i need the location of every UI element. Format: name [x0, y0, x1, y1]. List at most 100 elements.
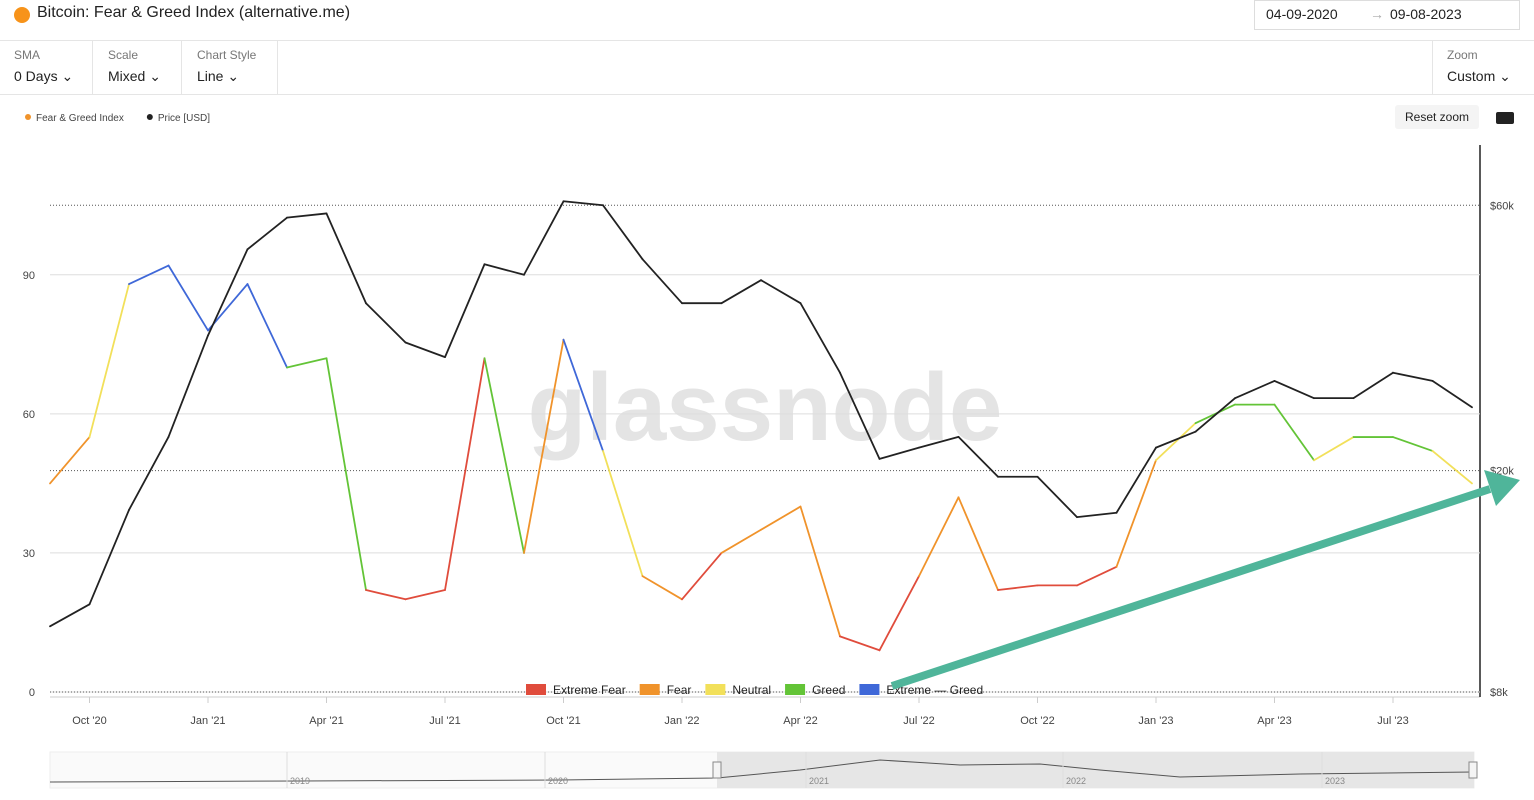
zone-label: Greed — [812, 683, 845, 697]
control-value[interactable]: Custom ⌄ — [1447, 68, 1511, 84]
control[interactable]: Scale Mixed ⌄ — [94, 40, 182, 94]
date-range[interactable]: 04-09-2020 → 09-08-2023 — [1254, 0, 1520, 30]
series-segment — [760, 279, 802, 305]
series-segment — [286, 357, 328, 369]
series-segment — [878, 575, 920, 652]
series-segment — [1273, 379, 1315, 400]
navigator-year: 2019 — [290, 776, 310, 786]
series-segment — [1076, 511, 1118, 519]
x-tick-label: Jan '21 — [190, 715, 225, 727]
x-tick-label: Jan '23 — [1138, 715, 1173, 727]
annotation-arrowhead — [1484, 470, 1520, 506]
legend-dot — [25, 114, 31, 120]
x-tick-label: Jul '22 — [903, 715, 934, 727]
series-segment — [523, 200, 565, 276]
y-tick-label: 60 — [23, 409, 35, 421]
control[interactable]: Chart Style Line ⌄ — [183, 40, 278, 94]
series-segment — [720, 528, 762, 554]
series-segment — [404, 589, 446, 601]
series-segment — [1313, 436, 1355, 462]
series-segment — [49, 603, 91, 628]
series-segment — [641, 575, 683, 601]
navigator-window — [717, 752, 1474, 788]
series-segment — [918, 496, 960, 578]
zone-swatch — [526, 684, 546, 695]
value[interactable]: Line — [197, 68, 224, 84]
x-tick-label: Apr '22 — [783, 715, 818, 727]
x-tick-label: Oct '21 — [546, 715, 581, 727]
zone-swatch — [639, 684, 660, 695]
value[interactable]: Mixed — [108, 68, 146, 84]
zone-label: Extreme — Greed — [886, 683, 983, 697]
series-segment — [365, 302, 407, 344]
series-segment — [1352, 371, 1394, 400]
y-tick-label: 0 — [29, 687, 35, 699]
series-segment — [88, 283, 130, 438]
series-segment — [1155, 422, 1197, 462]
control[interactable]: SMA 0 Days ⌄ — [0, 40, 93, 94]
legend-dot — [146, 114, 153, 120]
series-segment — [207, 283, 249, 332]
series-segment — [878, 446, 920, 460]
y-tick-label: 30 — [23, 548, 35, 560]
navigator-handle — [712, 761, 722, 779]
series-segment — [128, 264, 170, 285]
series-segment — [1273, 403, 1315, 462]
watermark: glassnode — [528, 354, 1003, 461]
series-segment — [523, 338, 565, 554]
zone-swatch — [705, 684, 726, 695]
x-tick-label: Apr '21 — [309, 715, 344, 727]
series-segment — [404, 341, 446, 359]
series-segment — [167, 334, 209, 438]
date-to[interactable]: 09-08-2023 — [1390, 6, 1462, 22]
series-segment — [1392, 371, 1434, 382]
zone-swatch — [859, 684, 880, 695]
navigator-year: 2022 — [1066, 776, 1086, 786]
series-segment — [444, 263, 486, 359]
x-tick-label: Jan '22 — [664, 715, 699, 727]
date-from[interactable]: 04-09-2020 — [1266, 6, 1338, 22]
series-segment — [799, 302, 841, 374]
legend-label: Fear & Greed Index — [36, 113, 124, 124]
value[interactable]: 0 Days — [14, 68, 58, 84]
series-segment — [997, 584, 1039, 591]
series-segment — [128, 435, 170, 511]
control-label: Scale — [108, 48, 139, 62]
series-segment — [602, 204, 644, 261]
navigator-year: 2023 — [1325, 776, 1345, 786]
series-segment — [325, 212, 367, 305]
series-segment — [1194, 403, 1236, 425]
control-value[interactable]: Line ⌄ — [197, 68, 240, 84]
value[interactable]: Custom — [1447, 68, 1496, 84]
series-segment — [957, 496, 999, 591]
series-segment — [1155, 430, 1197, 449]
series-segment — [286, 212, 328, 219]
navigator — [49, 751, 1475, 789]
x-tick-label: Jul '21 — [429, 715, 460, 727]
zone-label: Neutral — [732, 683, 771, 697]
reset-zoom[interactable]: Reset zoom — [1395, 105, 1480, 129]
legend-label: Price [USD] — [158, 113, 210, 124]
series-segment — [1431, 450, 1473, 485]
y2-tick-label: $60k — [1490, 200, 1514, 212]
series-segment — [483, 357, 525, 554]
series-segment — [760, 505, 802, 531]
series-segment — [483, 263, 525, 276]
zoom[interactable]: Zoom Custom ⌄ — [1432, 40, 1534, 94]
series-segment — [49, 436, 91, 485]
zone-label: Extreme Fear — [553, 683, 626, 697]
series-segment — [246, 216, 288, 251]
series-segment — [641, 258, 683, 305]
navigator-year: 2021 — [809, 776, 829, 786]
series-segment — [246, 283, 288, 369]
control-value[interactable]: Mixed ⌄ — [108, 68, 161, 84]
camera-icon — [1496, 112, 1514, 124]
series-segment — [325, 357, 367, 591]
controls: SMA 0 Days ⌄ Scale Mixed ⌄ Chart Style Line… — [0, 40, 1534, 95]
control-label: Zoom — [1447, 48, 1478, 62]
series-segment — [444, 357, 486, 591]
control-value[interactable]: 0 Days ⌄ — [14, 68, 74, 84]
annotation-arrow — [890, 485, 1492, 690]
